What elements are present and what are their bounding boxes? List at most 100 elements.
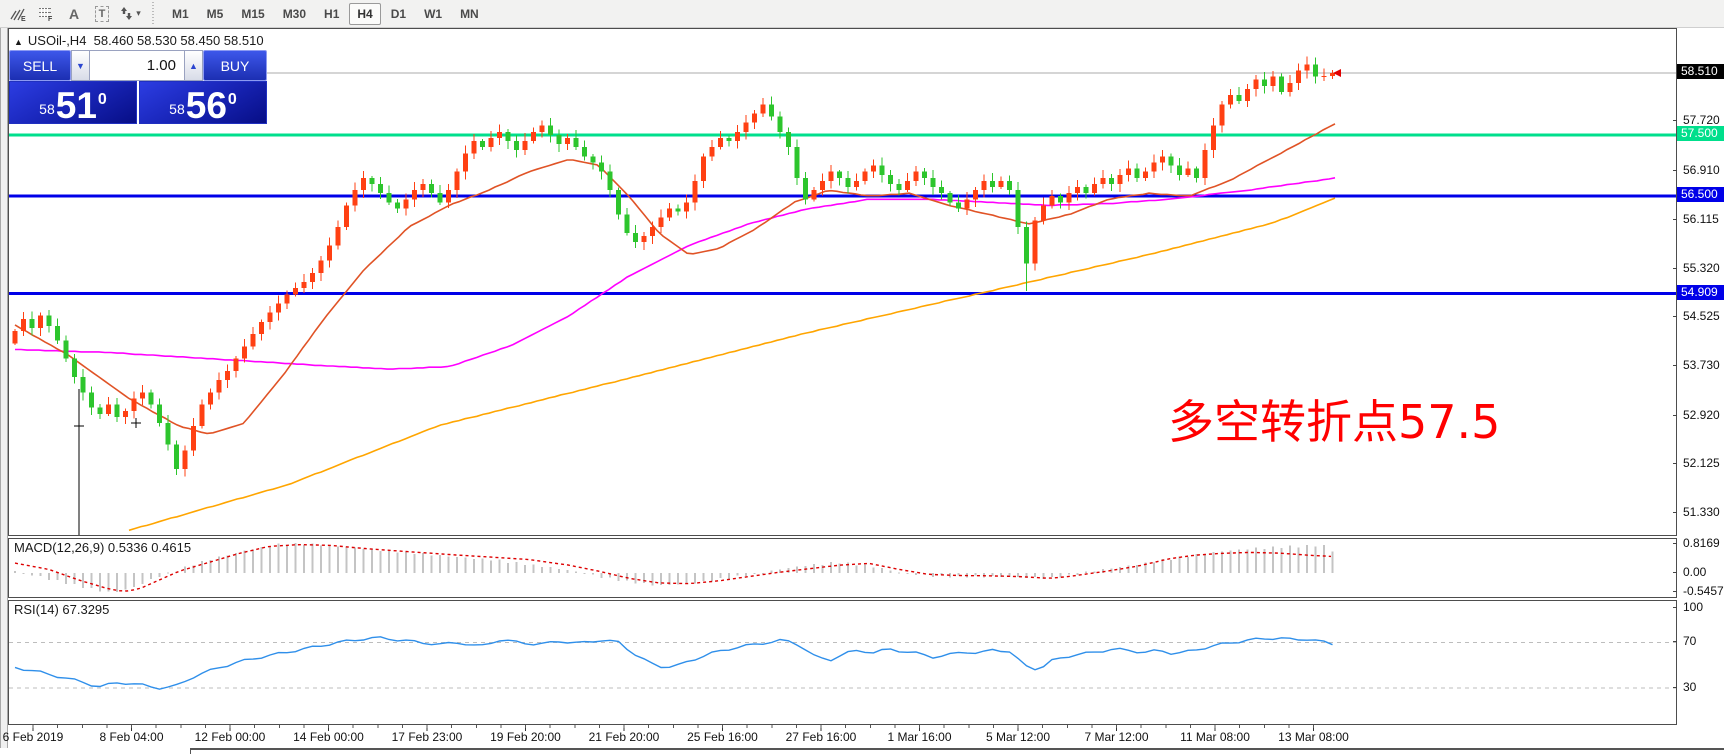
toolbar-separator: [152, 1, 157, 26]
price-level-badge: 58.510: [1677, 64, 1724, 79]
svg-text:E: E: [21, 16, 26, 22]
price-axis-label: 56.910: [1683, 163, 1720, 178]
macd-label: MACD(12,26,9) 0.5336 0.4615: [14, 540, 192, 555]
chart-tabs-strip: [0, 748, 1724, 754]
cursor-tools-icon: [119, 6, 134, 21]
timeframe-button-h4[interactable]: H4: [349, 2, 381, 25]
price-tick: [1673, 512, 1677, 514]
timeframe-button-mn[interactable]: MN: [460, 6, 479, 21]
time-axis-label: 7 Mar 12:00: [1084, 730, 1149, 744]
price-axis-label: 0.00: [1683, 565, 1707, 579]
sell-price-big: 51: [55, 84, 97, 126]
tab-bar-line: [190, 748, 1724, 750]
text-box-icon: T: [94, 5, 110, 22]
volume-increase-button[interactable]: ▲: [184, 50, 203, 81]
price-tick: [1673, 607, 1677, 608]
time-axis-label: 11 Mar 08:00: [1180, 730, 1250, 744]
time-axis-label: 27 Feb 16:00: [785, 730, 857, 744]
price-axis-label: 100: [1683, 600, 1704, 614]
chart-symbol-label: USOil-,H4: [27, 33, 87, 48]
price-tick: [1673, 316, 1677, 318]
time-axis-label: 5 Mar 12:00: [985, 730, 1051, 744]
time-axis-label: 6 Feb 2019: [2, 730, 64, 744]
timeframe-button-m15[interactable]: M15: [241, 6, 265, 21]
rsi-indicator-canvas[interactable]: [8, 600, 1677, 725]
svg-text:F: F: [48, 16, 53, 22]
sell-price-small: 58: [39, 101, 55, 117]
chart-annotation-text: 多空转折点57.5: [1168, 395, 1501, 449]
price-axis-label: 30: [1683, 680, 1697, 694]
time-axis-label: 21 Feb 20:00: [588, 730, 660, 744]
price-axis-label: 55.320: [1683, 260, 1720, 275]
price-axis-label: 57.720: [1683, 113, 1720, 128]
price-level-badge: 56.500: [1677, 187, 1724, 203]
timeframe-button-d1[interactable]: D1: [390, 6, 407, 21]
price-tick: [1673, 120, 1677, 122]
chart-ohlc-label: 58.460 58.530 58.450 58.510: [93, 33, 264, 48]
price-level-badge: 54.909: [1677, 284, 1724, 300]
timeframe-button-m30[interactable]: M30: [282, 6, 307, 21]
tab-edge: [190, 748, 191, 754]
price-axis-label: 53.730: [1683, 358, 1720, 372]
price-axis-label: 52.920: [1683, 407, 1720, 422]
grid-icon: F: [38, 6, 54, 22]
main-chart-canvas[interactable]: [8, 28, 1677, 536]
time-axis-label: 13 Mar 08:00: [1278, 730, 1349, 744]
price-axis-label: 70: [1683, 634, 1697, 649]
time-axis-label: 19 Feb 20:00: [490, 730, 561, 744]
price-axis-label: 52.125: [1683, 456, 1720, 471]
toolbar: E F A T ▾ M1 M5 M15 M30 H1 H4 D: [0, 0, 1724, 28]
macd-indicator-canvas[interactable]: [8, 538, 1677, 598]
price-tick: [1673, 687, 1677, 688]
price-tick: [1673, 218, 1677, 220]
price-axis-label: 54.525: [1683, 309, 1720, 324]
text-label-button[interactable]: A: [61, 2, 87, 26]
price-level-badge: 57.500: [1677, 125, 1724, 141]
chevron-down-icon: ▾: [136, 8, 141, 18]
price-axis-label: 0.8169: [1683, 536, 1720, 550]
time-axis-label: 17 Feb 23:00: [391, 730, 463, 744]
indicators-button[interactable]: E: [5, 2, 31, 26]
timeframe-button-w1[interactable]: W1: [424, 6, 443, 21]
price-tick: [1673, 414, 1677, 416]
price-tick: [1673, 365, 1677, 366]
price-tick: [1673, 641, 1677, 643]
timeframe-button-h1[interactable]: H1: [324, 6, 340, 21]
volume-input[interactable]: 1.00: [90, 50, 184, 81]
time-axis[interactable]: 6 Feb 2019 8 Feb 04:00 12 Feb 00:00 14 Feb …: [3, 725, 1677, 748]
price-axis-label: 51.330: [1683, 505, 1720, 520]
rsi-label: RSI(14) 67.3295: [14, 602, 110, 617]
price-axis-label: 56.115: [1683, 211, 1719, 226]
buy-price-display[interactable]: 58 56 0: [139, 81, 267, 124]
buy-price-sup: 0: [227, 91, 237, 108]
collapse-triangle-icon: ▲: [14, 37, 23, 47]
time-axis-label: 1 Mar 16:00: [887, 730, 952, 744]
price-tick: [1673, 463, 1677, 465]
time-axis-label: 25 Feb 16:00: [687, 730, 758, 744]
sell-price-sup: 0: [97, 91, 107, 108]
window-left-frame: [0, 28, 8, 754]
time-axis-label: 8 Feb 04:00: [99, 730, 164, 744]
sell-price-display[interactable]: 58 51 0: [9, 81, 137, 124]
one-click-trading-panel: SELL ▼ 1.00 ▲ BUY 58 51 0 58 56 0: [9, 50, 267, 124]
text-box-button[interactable]: T: [89, 2, 115, 26]
price-tick: [1673, 591, 1677, 593]
buy-button[interactable]: BUY: [203, 50, 267, 81]
time-axis-label: 12 Feb 00:00: [194, 730, 266, 744]
timeframe-button-m5[interactable]: M5: [206, 6, 224, 21]
sell-button[interactable]: SELL: [9, 50, 71, 81]
price-tick: [1673, 170, 1677, 172]
timeframe-group: M1 M5 M15 M30 H1 H4 D1 W1 MN: [163, 2, 488, 25]
cursor-tools-button[interactable]: ▾: [117, 2, 143, 26]
price-axis-label: -0.5457: [1683, 584, 1724, 599]
price-tick: [1673, 267, 1677, 269]
price-tick: [1673, 543, 1677, 544]
volume-decrease-button[interactable]: ▼: [71, 50, 90, 81]
time-axis-label: 14 Feb 00:00: [293, 730, 364, 744]
timeframe-button-m1[interactable]: M1: [172, 6, 189, 21]
grid-button[interactable]: F: [33, 2, 59, 26]
chart-title: ▲ USOil-,H4 58.460 58.530 58.450 58.510: [14, 33, 264, 48]
indicators-icon: E: [10, 6, 26, 22]
price-axis[interactable]: 57.720 56.910 56.115 55.320 54.525 53.730 52.9…: [1673, 28, 1724, 725]
